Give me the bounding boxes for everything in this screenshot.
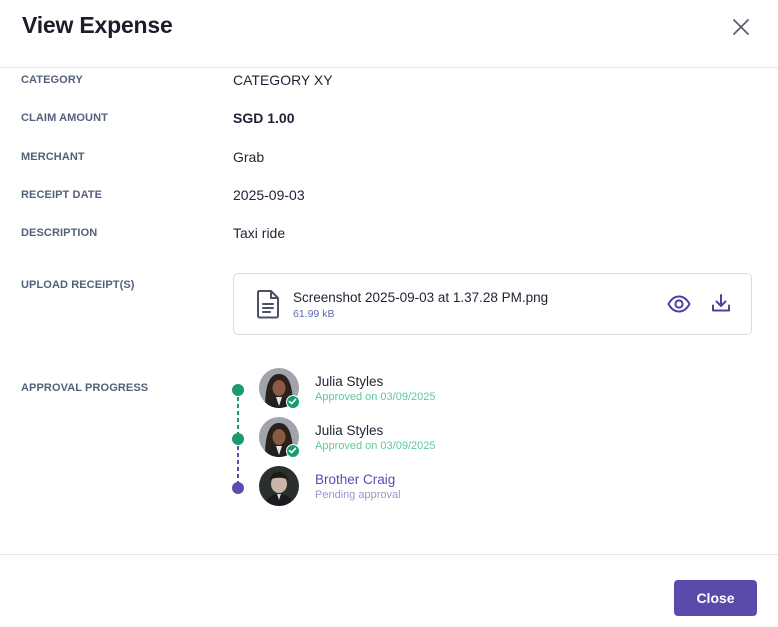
claim-amount-label: CLAIM AMOUNT [21,112,108,124]
timeline-dot-approved [232,384,244,396]
avatar [259,466,299,506]
merchant-value: Grab [233,149,265,165]
approver-status: Pending approval [315,489,401,501]
approver-name: Julia Styles [315,374,384,389]
document-icon [257,290,279,319]
close-button[interactable]: Close [674,580,757,616]
receipt-date-value: 2025-09-03 [233,187,305,203]
approver-item: Brother Craig Pending approval [259,466,559,506]
description-value: Taxi ride [233,225,286,241]
modal-title: View Expense [22,12,173,38]
close-icon[interactable] [730,16,752,38]
receipt-file-name: Screenshot 2025-09-03 at 1.37.28 PM.png [293,290,549,305]
approver-item: Julia Styles Approved on 03/09/2025 [259,417,559,458]
merchant-label: MERCHANT [21,151,85,163]
modal-footer: Close [0,554,778,627]
approver-name: Brother Craig [315,472,396,487]
timeline-dot-pending [232,482,244,494]
approver-item: Julia Styles Approved on 03/09/2025 [259,368,559,409]
approval-timeline [232,384,244,494]
approver-status: Approved on 03/09/2025 [315,440,436,452]
receipt-file-card: Screenshot 2025-09-03 at 1.37.28 PM.png … [233,273,752,335]
approved-check-icon [286,444,300,458]
download-icon[interactable] [711,293,731,313]
eye-icon[interactable] [667,294,691,314]
upload-receipts-label: UPLOAD RECEIPT(S) [21,279,135,291]
approval-progress-label: APPROVAL PROGRESS [21,382,149,394]
receipt-date-label: RECEIPT DATE [21,189,103,201]
approver-status: Approved on 03/09/2025 [315,391,436,403]
category-label: CATEGORY [21,74,83,86]
timeline-dot-approved [232,433,244,445]
approver-name: Julia Styles [315,423,384,438]
category-value: CATEGORY XY [233,72,333,88]
receipt-file-size: 61.99 kB [293,308,335,320]
description-label: DESCRIPTION [21,227,98,239]
approved-check-icon [286,395,300,409]
modal-header: View Expense [0,0,778,68]
claim-amount-value: SGD 1.00 [233,110,295,126]
